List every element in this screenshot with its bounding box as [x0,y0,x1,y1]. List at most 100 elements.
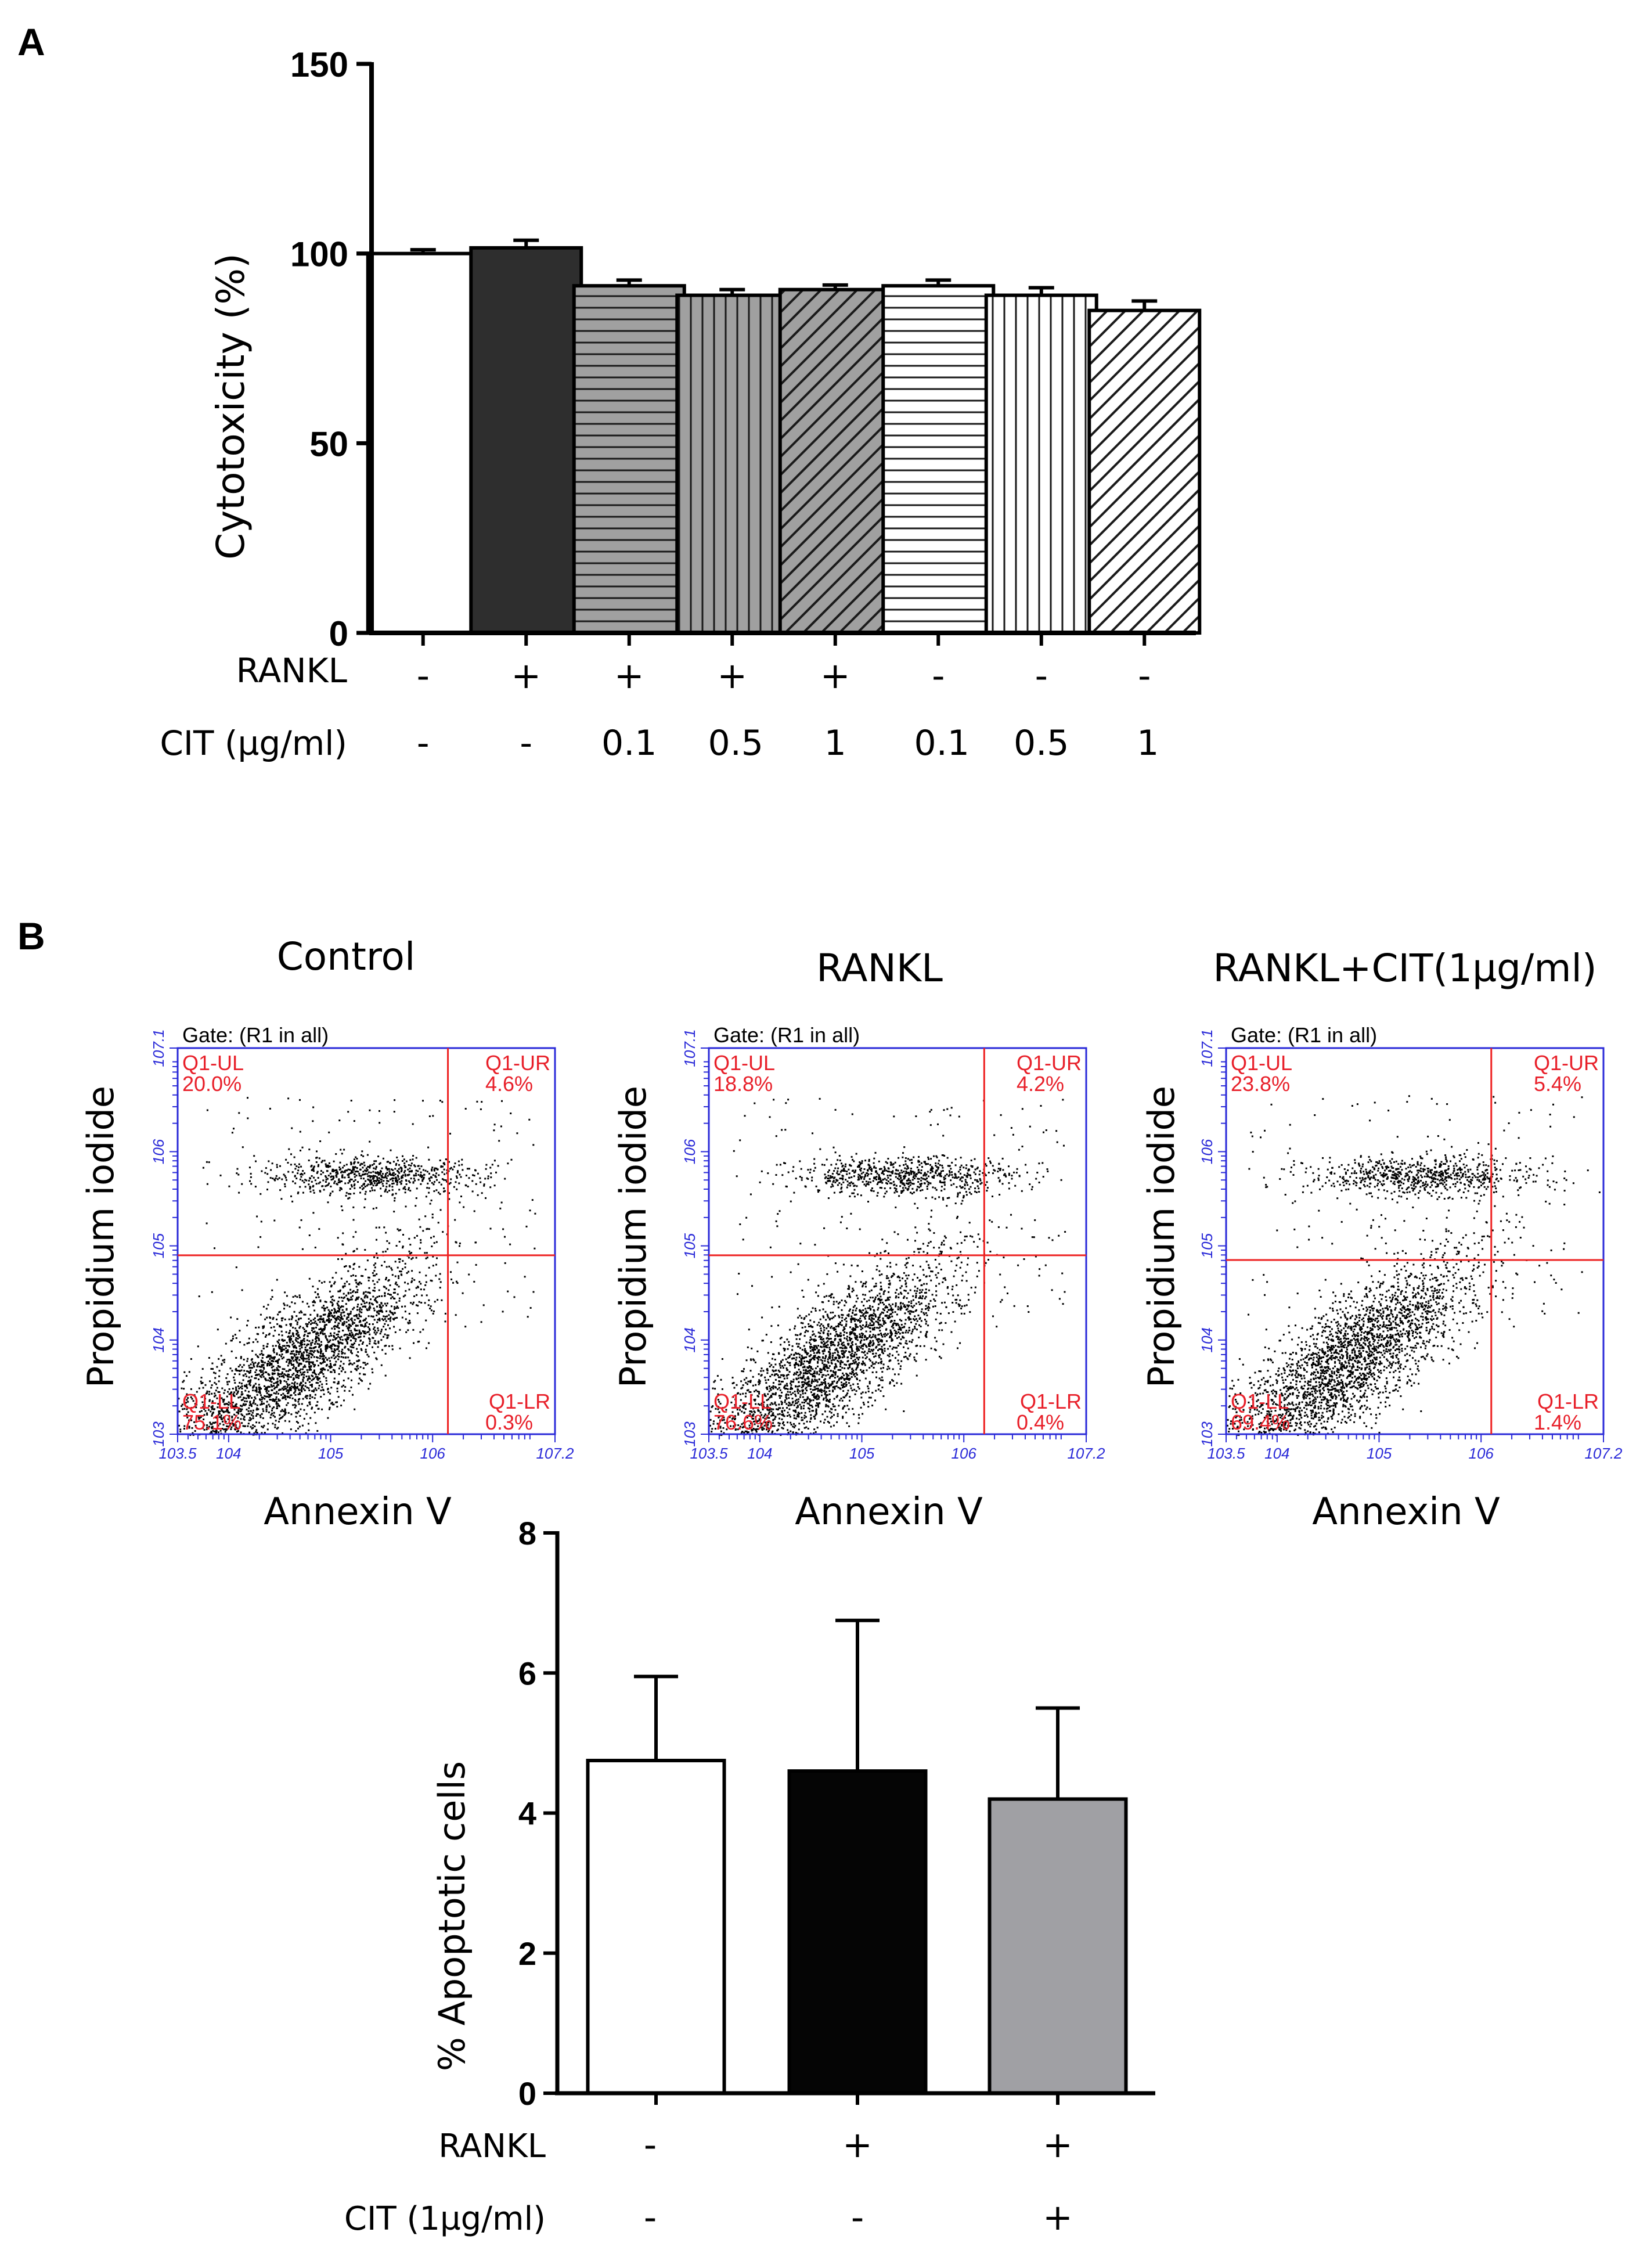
flow-dot [882,1293,885,1295]
flow-dot [246,1384,248,1386]
flow-dot [817,1403,819,1405]
flow-dot [282,1432,284,1434]
flow-dot [364,1249,366,1251]
flow-dot [369,1338,371,1341]
flow-dot [337,1301,340,1302]
flow-dot [341,1300,344,1302]
flow-dot [528,1118,531,1121]
flow-dot [282,1348,284,1351]
flow-dot [810,1367,812,1370]
flow-dot [323,1376,325,1378]
flow-dot [319,1357,321,1359]
flow-dot [744,1404,747,1406]
flow-dot [394,1283,397,1285]
flow-dot [306,1354,308,1356]
flow-dot [233,1413,236,1416]
flow-dot [287,1384,289,1387]
flow-dot [254,1377,256,1380]
flow-dot [333,1377,336,1380]
flow-dot [428,1299,430,1301]
flow-dot [308,1179,310,1182]
flow-dot [294,1355,296,1357]
flow-dot [254,1425,256,1427]
flow-dot [356,1366,358,1367]
flow-dot [390,1297,392,1299]
flow-dot [269,1395,271,1398]
flow-dot [425,1196,427,1198]
flow-dot [202,1406,204,1408]
flow-dot [297,1393,300,1395]
flow-dot [225,1421,227,1423]
flow-dot [439,1100,441,1101]
flow-dot [882,1395,885,1397]
flow-dot [232,1388,234,1389]
flow-dot [363,1300,365,1302]
flow-dot [797,1363,799,1366]
flow-dot [408,1322,410,1324]
flow-dot [276,1407,278,1409]
flow-dot [341,1324,344,1326]
flow-dot [831,1416,833,1418]
flow-dot [327,1175,330,1176]
flow-dot [289,1339,291,1341]
flow-dot [283,1376,285,1378]
flow-dot [268,1411,270,1413]
flow-dot [236,1168,239,1170]
flow-dot [863,1372,865,1374]
flow-dot [936,1276,938,1279]
flow-dot [187,1397,189,1399]
flow-dot [272,1178,274,1179]
flow-dot [348,1324,350,1326]
flow-dot [820,1346,823,1348]
flow-dot [377,1173,380,1176]
flow-dot [380,1339,383,1341]
flow-dot [409,1320,410,1322]
flow-dot [308,1369,311,1371]
flow-dot [316,1171,319,1173]
flow-dot [386,1191,388,1193]
flow-dot [778,1387,780,1389]
flow-dot [300,1173,302,1176]
flow-dot [356,1348,358,1350]
flow-dot [747,1427,748,1430]
flow-dot [259,1391,261,1393]
flow-dot [869,1305,871,1307]
flow-dot [308,1381,311,1383]
flow-dot [347,1197,349,1200]
flow-dot [952,1286,954,1288]
flow-dot [308,1317,310,1320]
flow-dot [389,1311,391,1313]
flow-dot [262,1408,264,1410]
flow-dot [272,1400,274,1402]
flow-dot [369,1329,371,1331]
flow-dot [338,1356,340,1358]
flow-dot [278,1311,280,1313]
flow-dot [296,1323,298,1326]
flow-dot [210,1368,212,1370]
flow-dot [409,1252,411,1255]
flow-dot [849,1366,851,1369]
flow-dot [823,1350,826,1352]
flow-dot [415,1157,417,1159]
flow-dot [227,1425,229,1428]
flow-dot [928,1228,930,1230]
flow-dot [798,1413,801,1414]
flow-dot [253,1155,255,1157]
flow-dot [379,1319,381,1322]
flow-dot [402,1247,404,1249]
flow-dot [360,1379,362,1381]
flow-dot [391,1194,394,1196]
flow-dot [208,1357,210,1359]
flow-dot [337,1290,340,1293]
flow-dot [279,1380,282,1383]
flow-dot [348,1283,351,1286]
flow-dot [824,1419,826,1421]
flow-dot [849,1331,851,1334]
flow-dot [387,1324,389,1326]
flow-dot [848,1295,850,1297]
flow-dot [362,1275,364,1277]
flow-dot [835,1366,838,1368]
flow-dot [301,1389,303,1391]
flow-dot [766,1426,769,1428]
flow-dot [432,1115,434,1117]
